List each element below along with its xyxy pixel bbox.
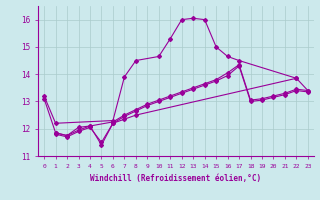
X-axis label: Windchill (Refroidissement éolien,°C): Windchill (Refroidissement éolien,°C) [91,174,261,183]
